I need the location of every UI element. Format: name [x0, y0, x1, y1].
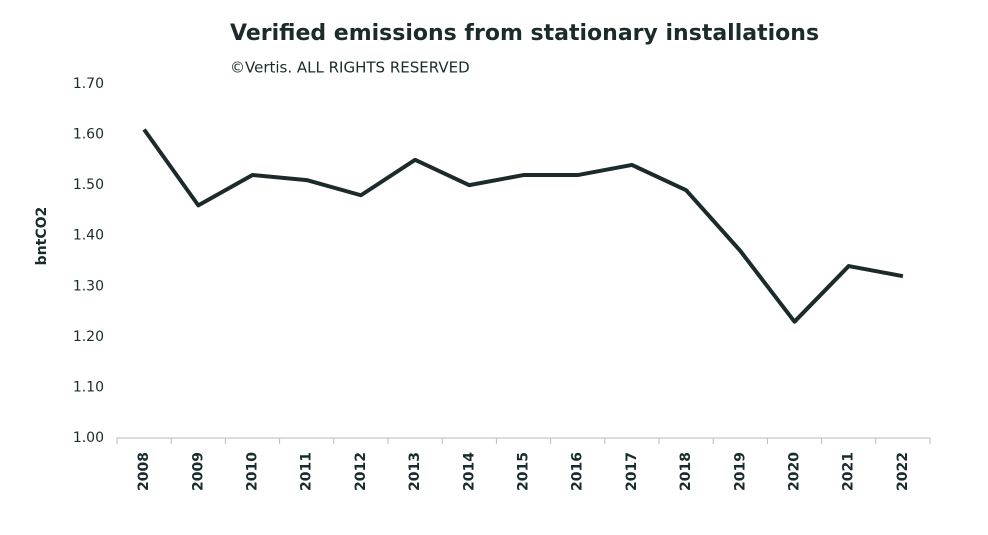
y-axis-label: bntCO2 [34, 207, 50, 266]
x-tick-label: 2014 [461, 452, 477, 491]
x-tick-label: 2022 [895, 452, 911, 491]
y-tick-label: 1.20 [73, 329, 104, 345]
x-tick-label: 2009 [190, 452, 206, 491]
x-tick-label: 2010 [245, 452, 261, 491]
y-tick-label: 1.30 [73, 278, 104, 294]
x-tick-label: 2016 [570, 452, 586, 491]
x-tick-label: 2018 [678, 452, 694, 491]
chart-title: Verified emissions from stationary insta… [230, 21, 819, 46]
x-tick-label: 2015 [516, 452, 532, 491]
x-tick-label: 2013 [407, 452, 423, 491]
x-tick-label: 2008 [136, 452, 152, 491]
y-tick-label: 1.00 [73, 430, 104, 446]
x-tick-label: 2019 [732, 452, 748, 491]
data-line [142, 128, 904, 324]
y-tick-label: 1.40 [73, 228, 104, 244]
x-tick-label: 2020 [787, 452, 803, 491]
x-tick-label: 2011 [299, 452, 315, 491]
y-tick-label: 1.60 [73, 127, 104, 143]
y-tick-label: 1.50 [73, 177, 104, 193]
x-tick-label: 2017 [624, 452, 640, 491]
x-tick-label: 2012 [353, 452, 369, 491]
y-tick-label: 1.70 [73, 76, 104, 92]
x-tick-label: 2021 [841, 452, 857, 491]
y-tick-label: 1.10 [73, 379, 104, 395]
chart-subtitle: ©Vertis. ALL RIGHTS RESERVED [230, 59, 470, 77]
